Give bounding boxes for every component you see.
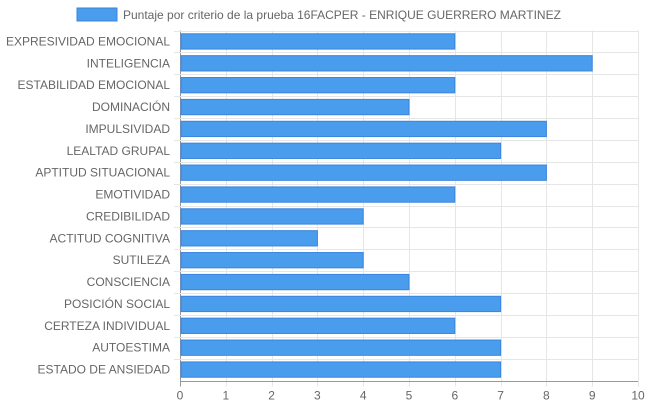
legend-swatch[interactable] (76, 7, 118, 22)
x-tick-label: 7 (497, 389, 504, 403)
bar[interactable] (180, 317, 456, 334)
category-label: EMOTIVIDAD (95, 188, 170, 202)
x-tick-label: 8 (543, 389, 550, 403)
bar[interactable] (180, 98, 410, 116)
category-labels: EXPRESIVIDAD EMOCIONAL INTELIGENCIA ESTABI… (6, 34, 170, 376)
legend-label[interactable]: Puntaje por criterio de la prueba 16FACP… (123, 8, 561, 22)
category-label: ESTABILIDAD EMOCIONAL (18, 78, 171, 92)
x-tick-label: 6 (451, 389, 458, 403)
bar[interactable] (180, 33, 456, 50)
category-label: CERTEZA INDIVIDUAL (44, 319, 170, 333)
category-label: EXPRESIVIDAD EMOCIONAL (6, 34, 170, 48)
x-tick-label: 2 (268, 389, 275, 403)
x-tick-label: 0 (177, 389, 184, 403)
category-label: ACTITUD COGNITIVA (50, 231, 170, 245)
legend[interactable]: Puntaje por criterio de la prueba 16FACP… (76, 7, 561, 22)
category-label: INTELIGENCIA (87, 56, 170, 70)
category-label: POSICIÓN SOCIAL (64, 296, 170, 311)
bar[interactable] (180, 164, 547, 181)
x-tick-label: 10 (631, 389, 645, 403)
bar[interactable] (180, 120, 547, 138)
bar[interactable] (180, 208, 364, 225)
category-label: SUTILEZA (113, 253, 170, 267)
bar[interactable] (180, 142, 502, 159)
bar[interactable] (180, 186, 456, 203)
bar[interactable] (180, 77, 456, 94)
x-tick-label: 3 (314, 389, 321, 403)
x-tick-label: 4 (360, 389, 367, 403)
category-label: AUTOESTIMA (92, 341, 170, 355)
category-label: CREDIBILIDAD (86, 209, 170, 223)
bar[interactable] (180, 230, 318, 247)
bar[interactable] (180, 273, 410, 291)
category-label: ESTADO DE ANSIEDAD (38, 363, 171, 377)
bar[interactable] (180, 361, 502, 378)
bars (180, 33, 593, 378)
bar[interactable] (180, 252, 364, 269)
x-tick-label: 9 (589, 389, 596, 403)
category-label: IMPULSIVIDAD (85, 122, 170, 136)
bar[interactable] (180, 55, 593, 72)
bar[interactable] (180, 295, 502, 313)
x-axis-tick-labels: 0 1 2 3 4 5 6 7 8 9 10 (177, 389, 645, 403)
x-tick-label: 5 (406, 389, 413, 403)
x-tick-label: 1 (222, 389, 229, 403)
category-label: DOMINACIÓN (92, 99, 170, 114)
category-label: APTITUD SITUACIONAL (35, 166, 170, 180)
bar[interactable] (180, 339, 502, 356)
category-label: LEALTAD GRUPAL (67, 144, 171, 158)
category-label: CONSCIENCIA (87, 275, 170, 289)
